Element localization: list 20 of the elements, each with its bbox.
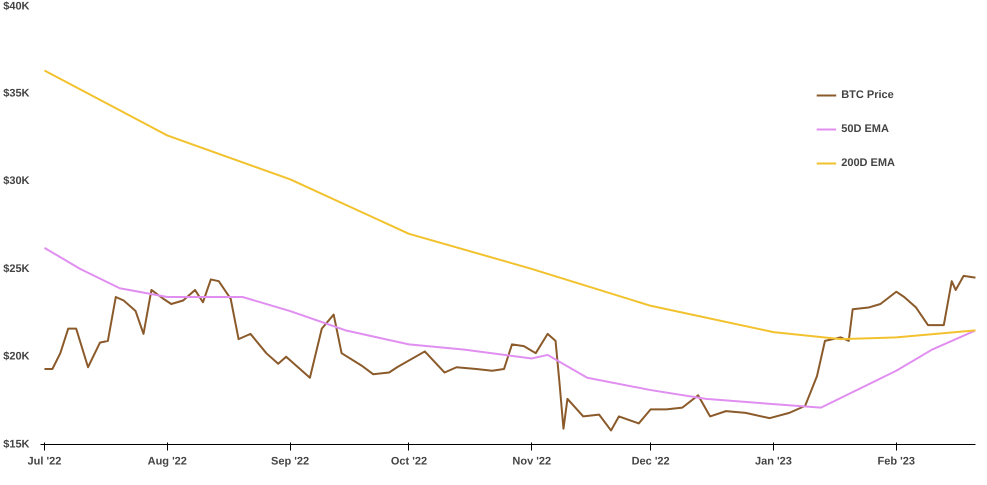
y-tick-label: $25K: [3, 262, 30, 275]
y-tick-label: $15K: [3, 438, 30, 450]
x-tick-label: Sep '22: [271, 456, 310, 468]
x-tick-label: Jul '22: [28, 456, 62, 468]
y-tick-label: $35K: [3, 87, 30, 100]
y-tick-label: $30K: [3, 175, 30, 188]
y-tick-label: $40K: [3, 0, 30, 12]
legend-label: BTC Price: [841, 89, 894, 101]
line-series: [43, 274, 976, 432]
x-tick-label: Dec '22: [632, 456, 670, 468]
legend-label: 200D EMA: [841, 157, 895, 169]
line-series: [43, 69, 976, 340]
legend-label: 50D EMA: [841, 123, 889, 135]
x-tick-label: Feb '23: [878, 456, 915, 468]
line-series: [43, 246, 976, 409]
x-tick-label: Jan '23: [755, 456, 792, 468]
y-tick-label: $20K: [3, 350, 30, 363]
x-tick-label: Nov '22: [512, 456, 552, 468]
x-tick-label: Aug '22: [148, 456, 187, 468]
x-tick-label: Oct '22: [390, 456, 428, 468]
